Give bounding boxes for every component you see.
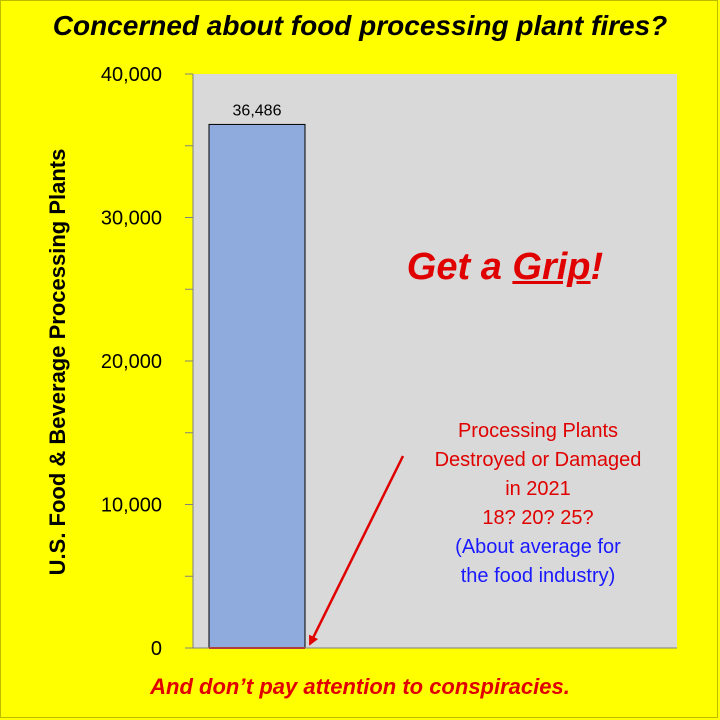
y-tick-label: 20,000: [101, 351, 162, 373]
note-line-6: the food industry): [460, 565, 616, 587]
get-a-grip-headline: Get a Grip!: [330, 246, 680, 289]
note-line-5: (About average for: [455, 536, 621, 558]
note-line-4: 18? 20? 25?: [482, 507, 594, 529]
bar: [208, 123, 306, 649]
headline-grip-word: Grip: [512, 246, 591, 288]
note-line-1: Processing Plants: [457, 420, 619, 442]
slide-footer: And don’t pay attention to conspiracies.: [150, 674, 570, 699]
note-line-2: Destroyed or Damaged: [434, 449, 642, 471]
y-tick-label: 10,000: [101, 495, 162, 517]
headline-part-1: Get a: [406, 246, 513, 288]
bar-data-label: 36,486: [233, 102, 282, 119]
headline-exclamation: !: [590, 246, 604, 288]
note-line-3: in 2021: [505, 478, 571, 500]
y-tick-label: 30,000: [101, 208, 162, 230]
annotation-arrow: [308, 455, 405, 646]
annotation-note: Processing Plants Destroyed or Damaged i…: [400, 417, 676, 591]
y-tick-label: 0: [151, 638, 162, 660]
y-tick-label: 40,000: [101, 64, 162, 86]
slide-title: Concerned about food processing plant fi…: [52, 10, 668, 41]
